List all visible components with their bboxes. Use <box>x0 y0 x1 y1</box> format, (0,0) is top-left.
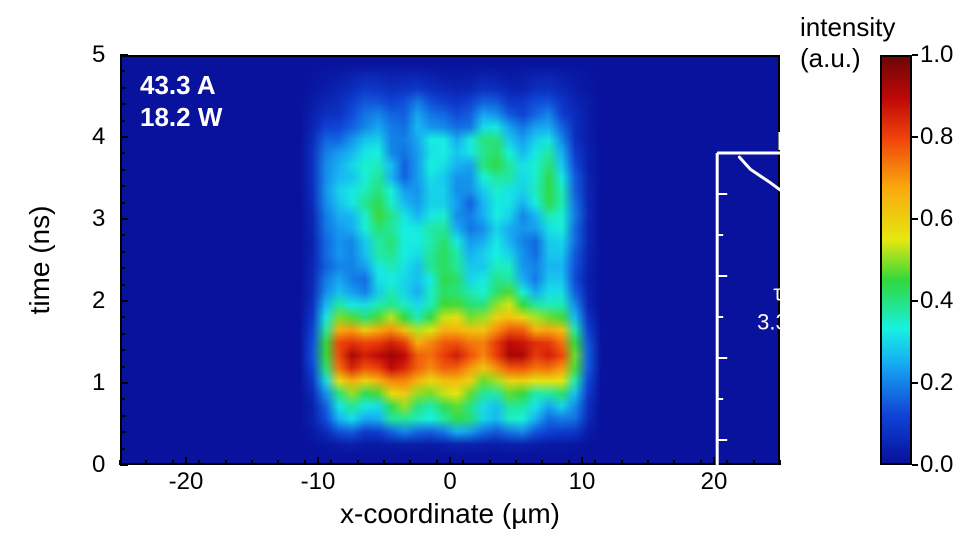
colorbar <box>880 55 912 465</box>
y-tick: 4 <box>92 123 105 151</box>
annotation-power: 18.2 W <box>140 102 222 133</box>
figure: 1020powerτ =3.3 ns 43.3 A 18.2 W x-coord… <box>0 0 960 540</box>
svg-text:20: 20 <box>853 163 877 188</box>
colorbar-tick: 0.6 <box>920 205 953 233</box>
y-axis-label: time (ns) <box>24 206 56 315</box>
x-tick: 0 <box>443 468 456 496</box>
y-tick: 0 <box>92 451 105 479</box>
x-tick: -20 <box>169 468 204 496</box>
colorbar-tick: 0.4 <box>920 287 953 315</box>
y-tick: 2 <box>92 287 105 315</box>
colorbar-tick: 0.0 <box>920 451 953 479</box>
x-tick: -10 <box>301 468 336 496</box>
x-axis-label: x-coordinate (µm) <box>120 498 780 530</box>
y-tick: 1 <box>92 369 105 397</box>
svg-text:power: power <box>777 124 842 151</box>
y-tick: 3 <box>92 205 105 233</box>
x-tick: 10 <box>569 468 596 496</box>
x-tick: 20 <box>701 468 728 496</box>
colorbar-tick: 1.0 <box>920 41 953 69</box>
svg-text:10: 10 <box>779 163 803 188</box>
y-tick: 5 <box>92 41 105 69</box>
colorbar-tick: 0.2 <box>920 369 953 397</box>
colorbar-tick: 0.8 <box>920 123 953 151</box>
annotation-current: 43.3 A <box>140 70 216 101</box>
